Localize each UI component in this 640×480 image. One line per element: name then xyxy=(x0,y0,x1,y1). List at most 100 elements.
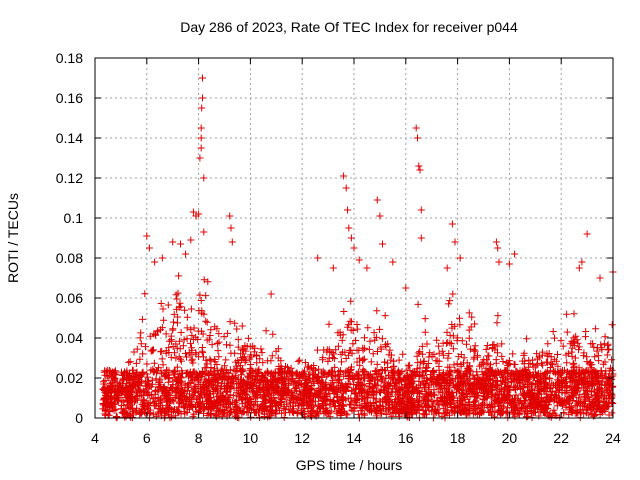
data-point xyxy=(162,395,170,403)
data-point xyxy=(569,360,577,368)
data-point xyxy=(511,375,518,383)
data-point xyxy=(205,336,213,344)
data-point xyxy=(214,347,222,355)
data-point xyxy=(220,333,228,341)
data-point xyxy=(456,386,464,394)
data-point xyxy=(455,384,463,392)
data-point xyxy=(410,389,418,397)
data-point xyxy=(218,393,226,401)
data-point xyxy=(285,387,293,395)
data-point xyxy=(109,371,117,379)
data-point xyxy=(400,374,408,382)
data-point xyxy=(604,387,612,395)
data-point xyxy=(443,264,451,272)
data-point xyxy=(495,391,503,399)
data-point xyxy=(412,383,420,391)
data-point xyxy=(382,411,390,418)
data-point xyxy=(315,365,323,373)
data-point xyxy=(510,384,518,392)
data-point xyxy=(387,367,395,375)
data-point xyxy=(197,124,205,132)
data-point xyxy=(563,382,571,390)
data-point xyxy=(241,394,249,402)
data-point xyxy=(530,394,538,402)
data-point xyxy=(180,336,188,344)
data-point xyxy=(377,377,385,385)
data-point xyxy=(544,368,552,376)
data-point xyxy=(358,410,366,418)
data-point xyxy=(246,372,254,380)
data-point xyxy=(475,376,483,384)
data-point xyxy=(507,400,515,408)
data-point xyxy=(202,384,210,392)
data-point xyxy=(419,379,427,387)
data-point xyxy=(262,327,270,335)
data-point xyxy=(493,377,501,385)
data-point xyxy=(466,406,474,414)
data-point xyxy=(241,379,249,387)
data-point xyxy=(152,375,160,383)
data-point xyxy=(144,373,152,381)
data-point xyxy=(581,375,589,382)
data-point xyxy=(295,375,303,383)
data-point xyxy=(216,408,224,416)
data-point xyxy=(489,370,497,378)
data-point xyxy=(444,354,452,362)
data-point xyxy=(607,383,615,391)
data-point xyxy=(111,387,119,394)
data-point xyxy=(393,391,401,399)
data-point xyxy=(144,392,152,399)
data-point xyxy=(277,395,285,403)
data-point xyxy=(512,391,520,399)
data-point xyxy=(340,308,348,315)
data-point xyxy=(196,399,204,407)
data-point xyxy=(546,394,554,402)
data-point xyxy=(381,358,389,366)
data-point xyxy=(574,339,582,347)
data-point xyxy=(499,358,507,365)
data-point xyxy=(183,335,191,343)
data-point xyxy=(138,409,146,417)
data-point xyxy=(447,393,454,401)
data-point xyxy=(582,328,590,335)
data-point xyxy=(502,407,510,415)
data-point xyxy=(495,369,502,376)
data-point xyxy=(369,394,377,402)
data-point xyxy=(142,389,150,396)
data-point xyxy=(483,384,491,392)
data-point xyxy=(239,346,246,354)
data-point xyxy=(383,399,391,407)
data-point xyxy=(538,398,546,406)
data-point xyxy=(492,356,500,364)
data-point xyxy=(169,381,177,389)
data-point xyxy=(197,297,205,304)
data-point xyxy=(590,369,598,377)
data-point xyxy=(159,305,167,313)
data-point xyxy=(434,375,442,382)
data-point xyxy=(405,361,413,369)
data-point xyxy=(181,306,189,314)
data-point xyxy=(213,404,221,412)
data-point xyxy=(125,358,133,366)
data-point xyxy=(403,402,411,410)
data-point xyxy=(574,376,582,384)
data-point xyxy=(142,343,149,351)
data-point xyxy=(317,388,325,396)
data-point xyxy=(226,341,234,349)
data-point xyxy=(157,300,165,307)
data-point xyxy=(289,391,297,399)
data-point xyxy=(257,345,265,353)
data-point xyxy=(207,394,215,401)
data-point xyxy=(314,254,322,262)
data-point xyxy=(504,375,512,383)
data-point xyxy=(457,361,465,368)
data-point xyxy=(146,409,154,417)
data-point xyxy=(340,172,348,180)
data-point xyxy=(447,404,455,411)
data-point xyxy=(106,408,114,415)
data-point xyxy=(261,395,269,403)
data-point xyxy=(138,315,146,323)
data-point xyxy=(604,342,611,350)
data-point xyxy=(386,346,394,354)
data-point xyxy=(438,347,446,355)
